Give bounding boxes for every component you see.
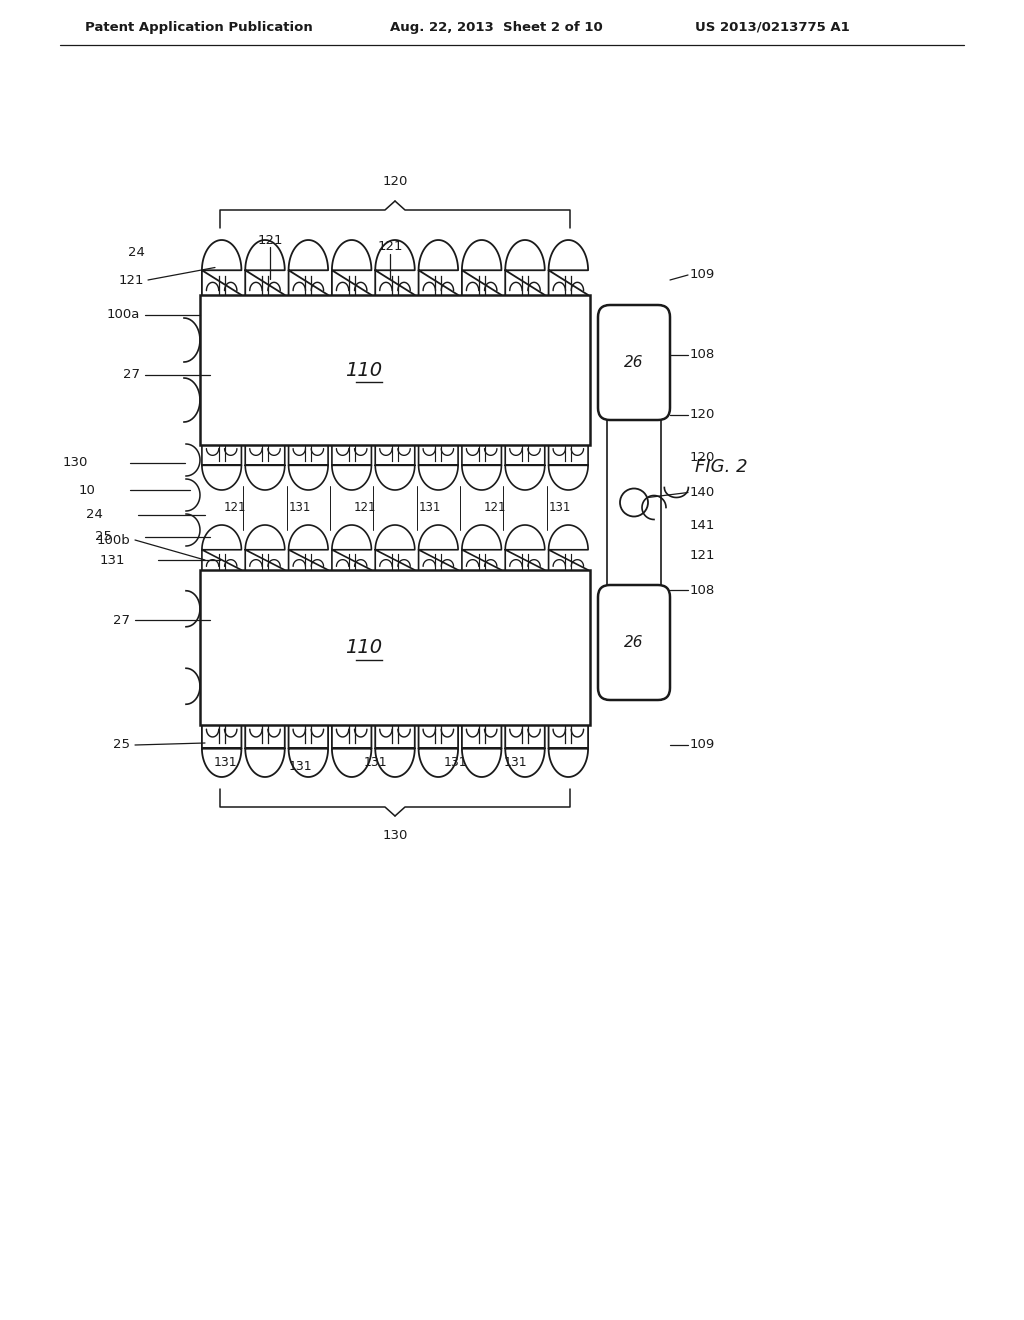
Text: 121: 121 — [257, 234, 283, 247]
Text: 120: 120 — [382, 176, 408, 187]
Text: 141: 141 — [690, 519, 716, 532]
Text: 24: 24 — [128, 247, 145, 260]
Text: Patent Application Publication: Patent Application Publication — [85, 21, 312, 33]
Text: 121: 121 — [690, 549, 716, 562]
Text: 110: 110 — [345, 360, 382, 380]
Text: US 2013/0213775 A1: US 2013/0213775 A1 — [695, 21, 850, 33]
Text: 109: 109 — [690, 738, 715, 751]
Text: FIG. 2: FIG. 2 — [695, 458, 748, 477]
Text: 109: 109 — [690, 268, 715, 281]
Text: 110: 110 — [345, 638, 382, 657]
Text: 25: 25 — [113, 738, 130, 751]
Text: 108: 108 — [690, 348, 715, 362]
Text: 108: 108 — [690, 583, 715, 597]
Text: 131: 131 — [99, 553, 125, 566]
Text: 131: 131 — [364, 756, 387, 770]
Text: 27: 27 — [123, 368, 140, 381]
Text: 121: 121 — [377, 240, 402, 253]
Text: 121: 121 — [483, 502, 506, 513]
Text: 131: 131 — [419, 502, 441, 513]
Text: 120: 120 — [690, 451, 716, 465]
Text: 26: 26 — [625, 635, 644, 649]
Text: 27: 27 — [113, 614, 130, 627]
Text: 130: 130 — [62, 457, 88, 470]
Text: 131: 131 — [549, 502, 570, 513]
Text: 131: 131 — [503, 756, 526, 770]
Text: 26: 26 — [625, 355, 644, 370]
Text: 121: 121 — [223, 502, 246, 513]
Text: 100b: 100b — [96, 533, 130, 546]
Text: 25: 25 — [95, 531, 112, 544]
Text: 130: 130 — [382, 829, 408, 842]
Text: 24: 24 — [86, 508, 103, 521]
FancyBboxPatch shape — [598, 585, 670, 700]
Text: 121: 121 — [353, 502, 376, 513]
Text: 120: 120 — [690, 408, 716, 421]
Text: 131: 131 — [288, 760, 312, 774]
Text: Aug. 22, 2013  Sheet 2 of 10: Aug. 22, 2013 Sheet 2 of 10 — [390, 21, 603, 33]
Text: 131: 131 — [289, 502, 311, 513]
Circle shape — [620, 488, 648, 516]
Text: 131: 131 — [443, 756, 467, 770]
Text: 10: 10 — [78, 483, 95, 496]
Text: 100a: 100a — [106, 309, 140, 322]
Bar — [200, 294, 590, 445]
Bar — [200, 570, 590, 725]
Text: 140: 140 — [690, 486, 715, 499]
FancyBboxPatch shape — [598, 305, 670, 420]
Text: 121: 121 — [119, 273, 144, 286]
Text: 131: 131 — [213, 756, 237, 770]
